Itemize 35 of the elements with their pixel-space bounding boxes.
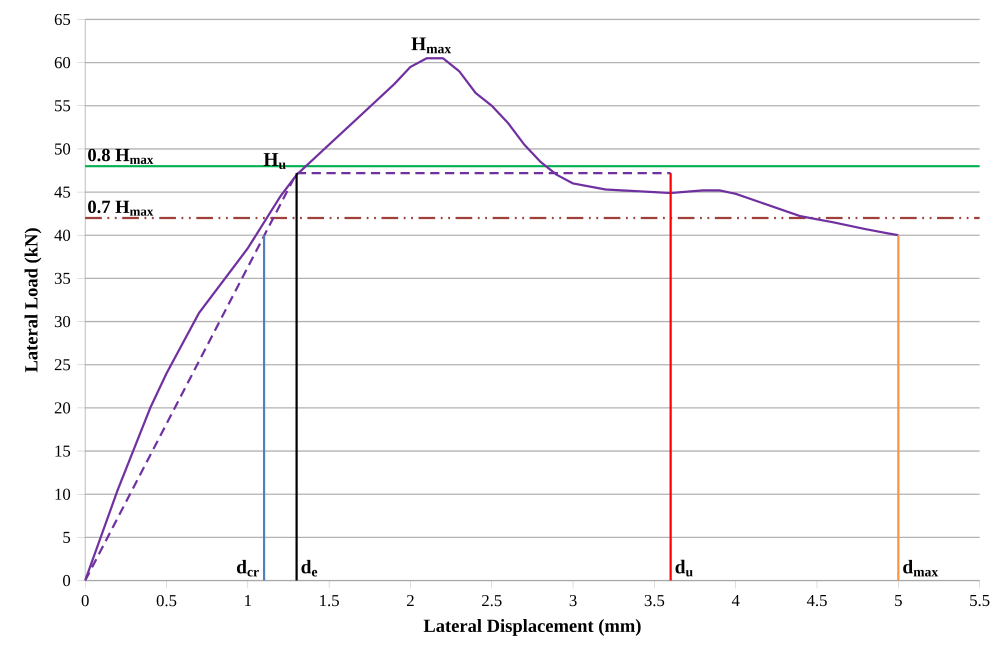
x-tick-label: 5.5 <box>970 594 990 606</box>
y-tick-label: 60 <box>54 56 70 68</box>
x-tick-label: 0.5 <box>156 594 176 606</box>
y-tick-label: 30 <box>54 316 70 328</box>
y-tick-label: 25 <box>54 359 70 370</box>
x-tick-label: 3.5 <box>644 594 664 606</box>
y-tick-label: 0 <box>63 574 70 586</box>
x-tick-label: 1 <box>245 594 251 606</box>
y-tick-label: 45 <box>54 186 70 198</box>
y-tick-label: 55 <box>55 100 70 112</box>
annotation: d$_{e}$ <box>301 560 318 576</box>
x-tick-label: 5 <box>895 594 902 606</box>
annotation: d$_{cr}$ <box>236 560 259 576</box>
y-tick-label: 5 <box>63 532 70 543</box>
y-tick-label: 50 <box>55 143 70 155</box>
y-axis-title: Lateral Load (kN) <box>24 228 42 372</box>
y-tick-label: 15 <box>56 445 70 457</box>
x-tick-label: 4 <box>732 594 740 606</box>
x-tick-label: 1.5 <box>320 594 339 606</box>
y-tick-label: 65 <box>54 14 70 26</box>
x-axis-title: Lateral Displacement (mm) <box>424 619 641 636</box>
x-tick-label: 4.5 <box>806 594 827 606</box>
y-tick-label: 35 <box>54 272 70 284</box>
annotation: H$_{max}$ <box>411 37 452 54</box>
y-tick-label: 20 <box>54 402 70 414</box>
x-tick-label: 2.5 <box>482 594 502 606</box>
y-tick-label: 40 <box>54 230 70 241</box>
y-tick-label: 10 <box>56 488 70 500</box>
x-tick-label: 2 <box>407 594 414 606</box>
annotation: d$_{max}$ <box>903 560 938 576</box>
x-tick-label: 0 <box>82 594 89 606</box>
ref-line-label: 0.8 H$_{max}$ <box>88 148 154 164</box>
ref-line-label: 0.7 H$_{max}$ <box>88 200 154 216</box>
x-tick-label: 3 <box>570 594 577 606</box>
annotation: d$_{u}$ <box>676 560 693 576</box>
